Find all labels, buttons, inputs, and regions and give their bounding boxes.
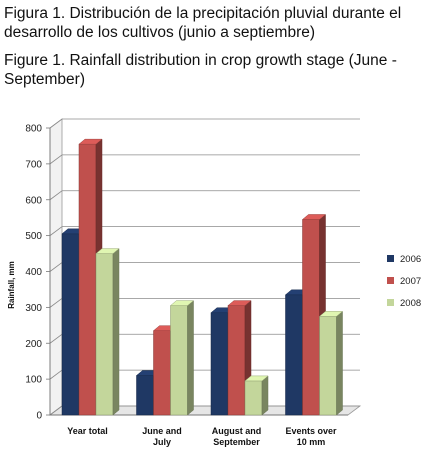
bar-top [95,248,120,254]
legend: 2006 2007 2008 [387,254,421,309]
bar-side [261,375,269,416]
bar-2008 [169,300,195,416]
legend-label: 2007 [400,276,421,287]
y-tick-label: 700 [25,159,42,170]
category-label: September [213,437,260,447]
bar-side [112,248,120,416]
legend-swatch [387,255,394,262]
y-tick-label: 0 [36,411,42,422]
legend-label: 2008 [400,298,421,309]
y-axis-label: Rainfall, mm [7,261,16,309]
bar-2008 [244,375,269,416]
bar-top [227,300,252,306]
bar-top [169,300,195,306]
bar-front [244,380,263,416]
bar-front [302,219,320,416]
legend-swatch [387,299,394,306]
bar-front [136,375,154,416]
bar-top [78,138,103,145]
gridline [49,226,360,236]
bar-front [61,233,80,416]
bar-2008 [318,310,344,416]
legend-swatch [387,277,394,284]
caption-english: Figure 1. Rainfall distribution in crop … [4,52,397,88]
y-tick-label: 500 [25,231,42,242]
bar-top [301,214,327,220]
bar-side [187,300,194,416]
bar-front [78,143,97,416]
bar-front [170,305,188,416]
bar-top [318,311,344,317]
y-tick-label: 200 [25,339,42,350]
category-label: July [153,437,171,447]
bar-front [319,316,337,416]
y-tick-label: 800 [25,124,42,135]
bar-front [153,330,171,416]
bar-side [336,310,343,416]
category-label: Events over [285,426,337,436]
category-label: August and [212,426,262,436]
bar-top [244,375,269,382]
legend-label: 2006 [400,254,421,265]
bar-front [285,294,303,416]
y-tick-label: 100 [25,375,42,386]
category-label: Year total [67,426,108,436]
gridline [49,154,360,165]
gridline [49,190,360,201]
y-tick-label: 600 [25,195,42,206]
category-label: June and [142,426,182,436]
bar-front [210,312,229,416]
bar-front [95,253,114,416]
caption-spanish: Figura 1. Distribución de la precipitaci… [4,5,402,41]
y-tick-label: 400 [25,267,42,278]
bar-front [227,305,246,416]
gridline [49,118,360,129]
category-label: 10 mm [297,437,326,447]
bar-2008 [95,248,120,416]
y-tick-label: 300 [25,303,42,314]
bars [61,138,344,416]
